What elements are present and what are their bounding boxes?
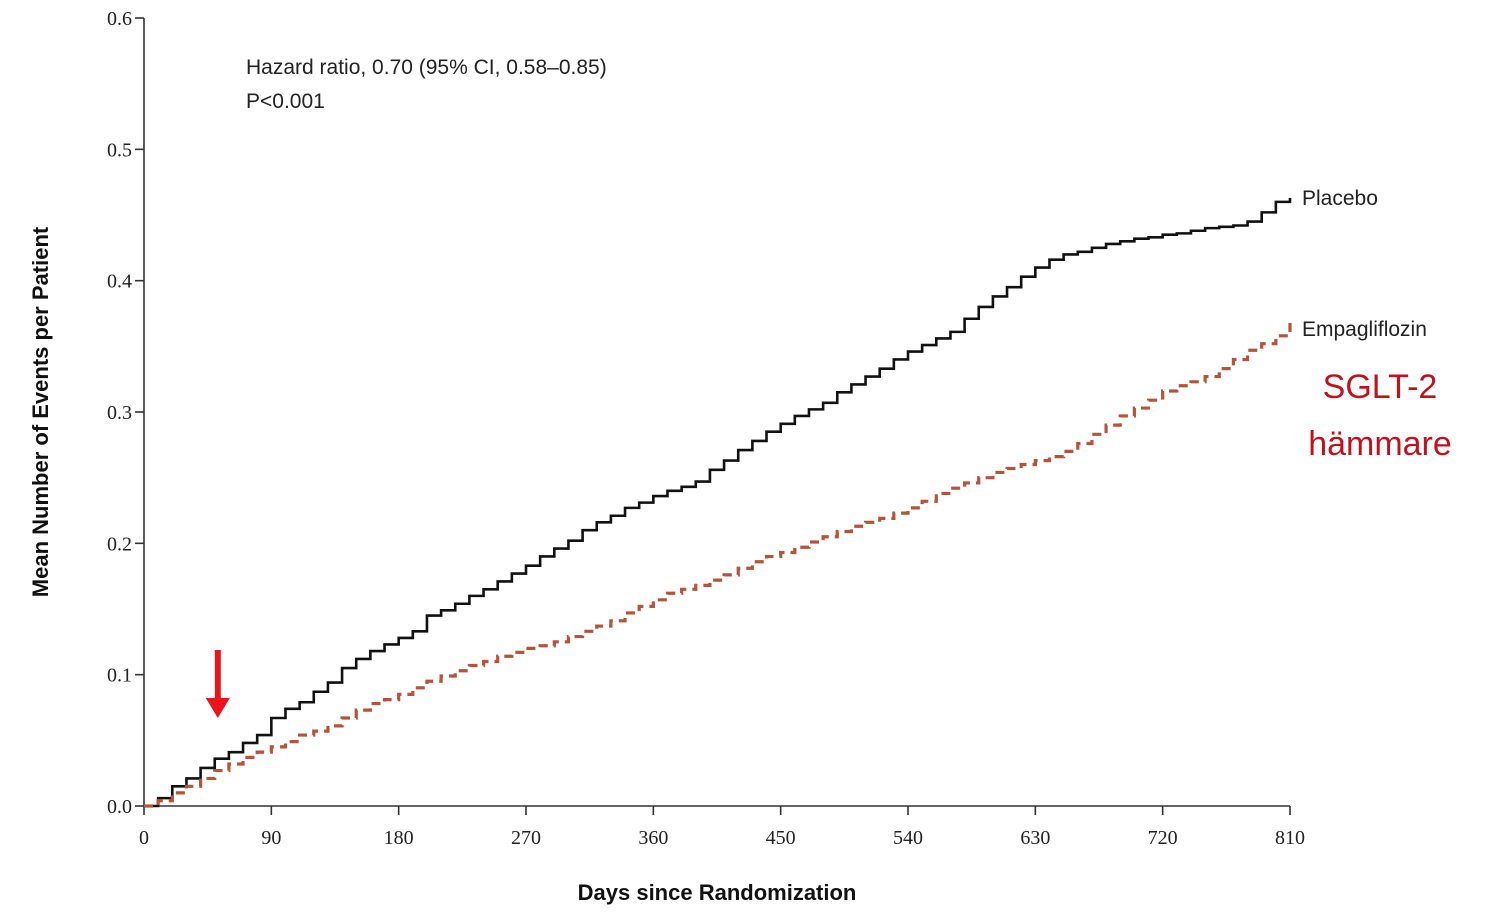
x-tick-label: 450 xyxy=(766,827,796,849)
red-arrow-icon xyxy=(205,650,230,718)
overlay-label-line2: hämmare xyxy=(1308,425,1452,463)
x-ticks: 0 90 180 270 360 450 540 630 720 810 xyxy=(139,806,1305,849)
y-tick-label: 0.3 xyxy=(107,402,132,424)
x-tick-label: 540 xyxy=(893,827,923,849)
x-tick-label: 180 xyxy=(384,827,414,849)
x-tick-label: 720 xyxy=(1148,827,1178,849)
x-tick-label: 0 xyxy=(139,827,149,849)
y-tick-label: 0.6 xyxy=(107,8,132,30)
arrow-head xyxy=(205,698,230,718)
y-tick-label: 0.2 xyxy=(107,533,132,555)
x-tick-label: 630 xyxy=(1020,827,1050,849)
x-tick-label: 810 xyxy=(1275,827,1305,849)
series-line-placebo xyxy=(144,197,1292,808)
series-lines xyxy=(144,197,1292,808)
x-tick-label: 90 xyxy=(261,827,281,849)
series-line-empagliflozin xyxy=(144,322,1292,808)
y-axis-title: Mean Number of Events per Patient xyxy=(28,226,53,597)
x-tick-label: 270 xyxy=(511,827,541,849)
p-value-annotation: P<0.001 xyxy=(246,90,325,113)
axes xyxy=(143,18,1290,807)
x-axis-title: Days since Randomization xyxy=(578,880,857,905)
y-tick-label: 0.1 xyxy=(107,665,132,687)
y-ticks: 0.0 0.1 0.2 0.3 0.4 0.5 0.6 xyxy=(107,8,144,818)
series-label-placebo: Placebo xyxy=(1302,187,1378,210)
hazard-ratio-annotation: Hazard ratio, 0.70 (95% CI, 0.58–0.85) xyxy=(246,56,607,79)
x-tick-label: 360 xyxy=(638,827,668,849)
y-tick-label: 0.5 xyxy=(107,139,132,161)
series-label-empagliflozin: Empagliflozin xyxy=(1302,318,1427,341)
y-tick-label: 0.0 xyxy=(107,796,132,818)
overlay-label-line1: SGLT-2 xyxy=(1323,368,1438,406)
y-tick-label: 0.4 xyxy=(107,271,132,293)
